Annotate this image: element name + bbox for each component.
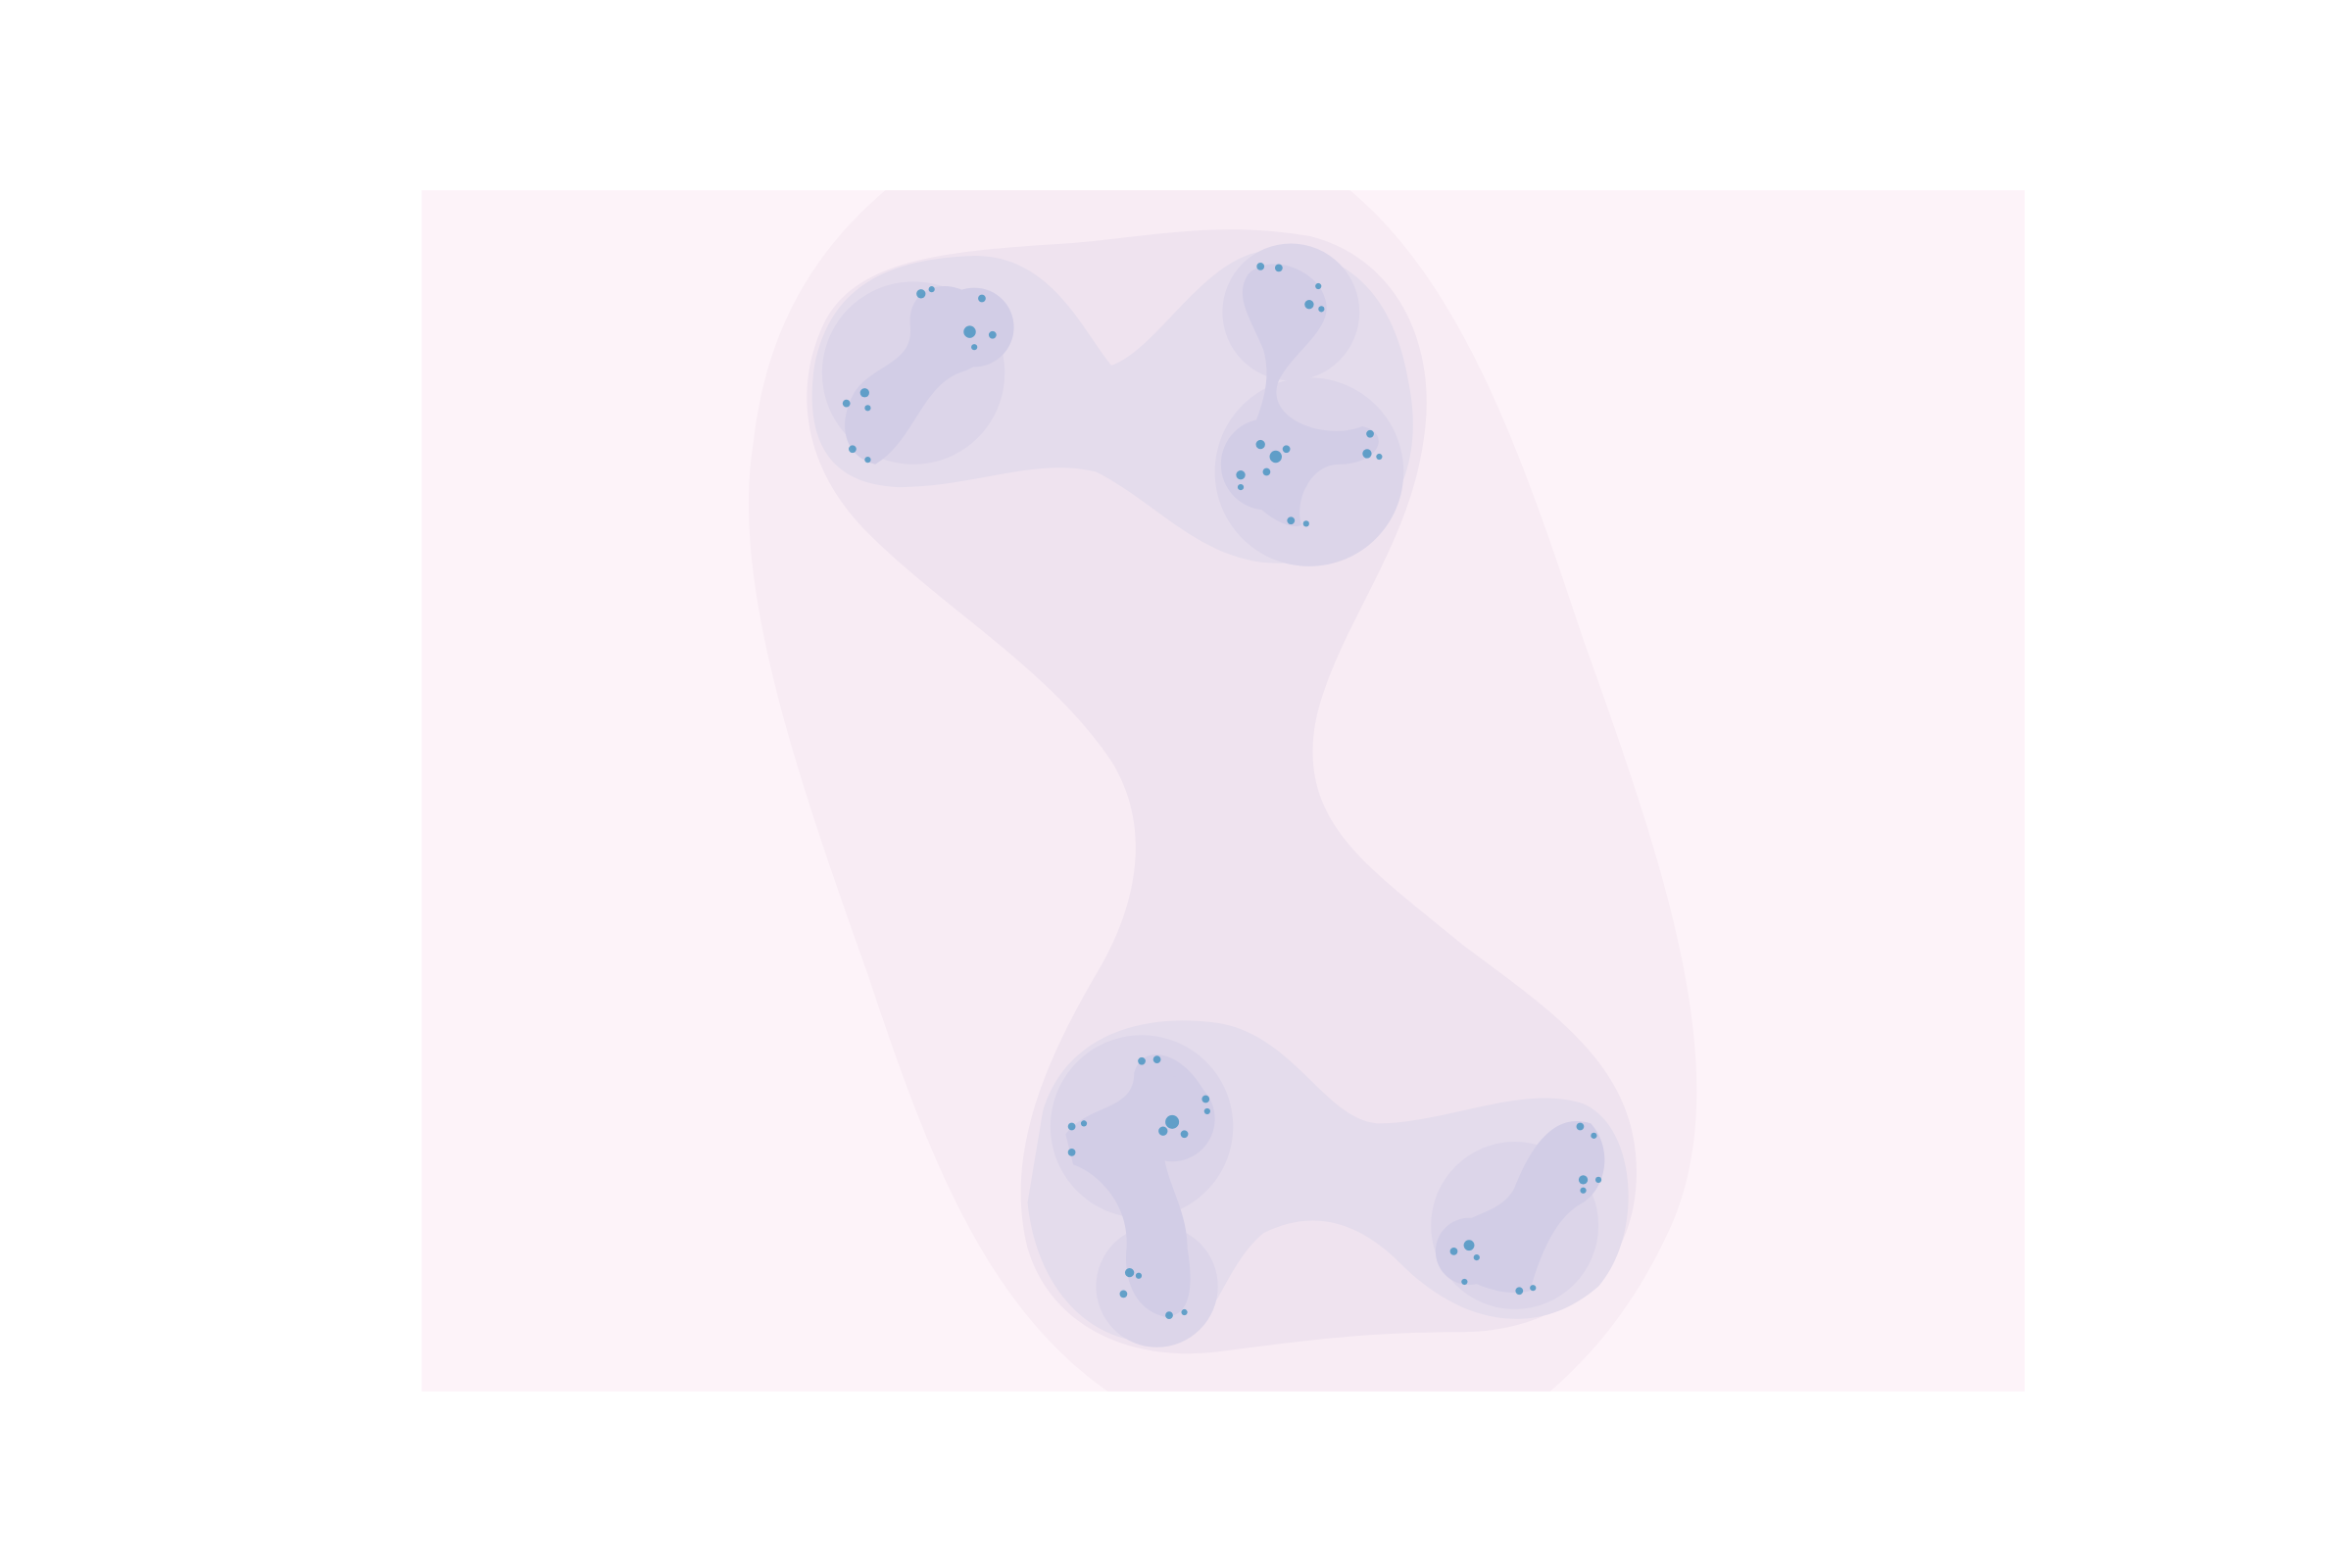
filaments [842, 262, 1602, 1320]
contour-layers [749, 190, 1697, 1392]
contour-middle [807, 229, 1637, 1354]
